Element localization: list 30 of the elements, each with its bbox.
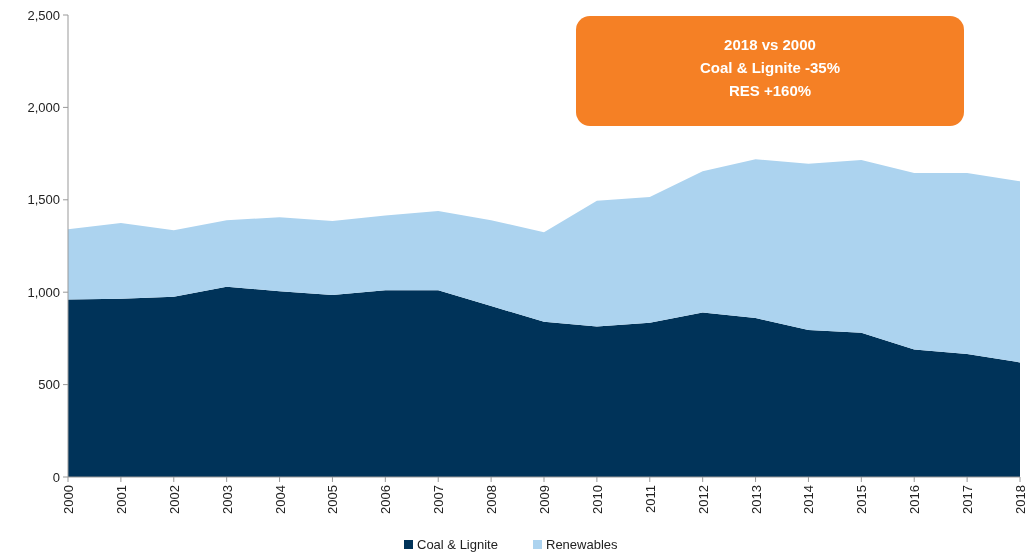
x-tick-label: 2012 <box>695 485 711 514</box>
annotation: Coal & Lignite -35% <box>699 59 841 76</box>
x-tick-label: 2013 <box>748 485 764 514</box>
x-tick-label: 2000 <box>61 485 76 514</box>
legend-label: Renewables <box>546 537 619 552</box>
x-tick-label: 2001 <box>113 485 129 514</box>
x-tick-label: 2010 <box>589 485 605 514</box>
x-tick-label: 2015 <box>854 485 870 514</box>
x-tick-label: 2016 <box>907 485 923 514</box>
x-tick-label: 2002 <box>166 485 182 514</box>
annotation: RES +160% <box>728 82 812 99</box>
y-tick-label: 2,500 <box>27 7 60 23</box>
y-tick-label: 1,500 <box>27 192 60 208</box>
x-tick-label: 2005 <box>325 485 341 514</box>
x-tick-label: 2004 <box>272 485 288 514</box>
x-tick-label: 2017 <box>960 485 976 514</box>
x-tick-label: 2008 <box>484 485 500 514</box>
x-tick-label: 2018 <box>1013 485 1028 514</box>
y-tick-label: 2,000 <box>27 99 60 115</box>
y-tick-label: 1,000 <box>27 284 60 300</box>
x-tick-label: 2009 <box>537 485 552 514</box>
legend-label: Coal & Lignite <box>417 537 498 552</box>
x-tick-label: 2006 <box>378 485 394 514</box>
annotation: 2018 vs 2000 <box>724 36 816 53</box>
x-tick-label: 2011 <box>642 485 658 513</box>
y-tick-label: 500 <box>38 377 60 393</box>
y-tick-label: 0 <box>52 469 60 485</box>
x-tick-label: 2003 <box>219 485 235 514</box>
x-tick-label: 2007 <box>431 485 447 514</box>
x-tick-label: 2014 <box>801 485 817 514</box>
